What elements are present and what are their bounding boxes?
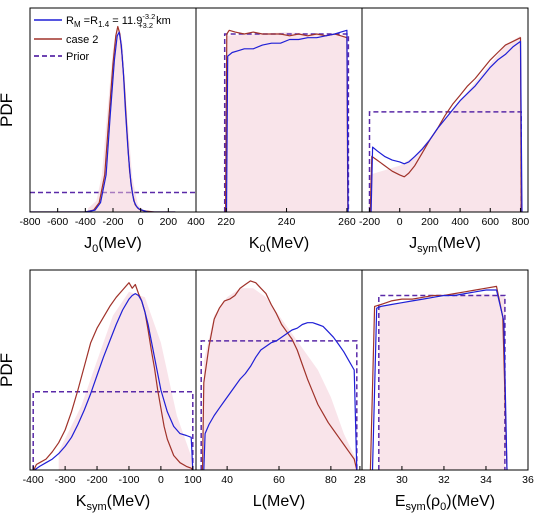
blue-curve-Jsym <box>370 40 523 212</box>
xlabel-Esym: Esym(ρ0)(MeV) <box>395 493 495 513</box>
panel-K0: 220 240 260 K0(MeV) <box>195 7 363 255</box>
credible-band-K0 <box>226 32 347 212</box>
panel-J0: -800 -600 -400 -200 0 200 400 J0(MeV) PDF <box>0 7 205 255</box>
legend-blue-post: km <box>153 15 171 27</box>
xtick-label-J0-5: 200 <box>160 216 178 228</box>
blue-curve-Esym <box>371 289 508 470</box>
xtick-label-K0-0: 220 <box>217 216 235 228</box>
xtick-label-Jsym-2: 200 <box>421 216 439 228</box>
red-curve-J0 <box>30 25 176 212</box>
xtick-label-Jsym-3: 400 <box>451 216 469 228</box>
xtick-label-Ksym-5: 100 <box>184 474 202 486</box>
legend-blue-mid: =R <box>81 15 98 27</box>
xtick-label-Jsym-0: -200 <box>359 216 380 228</box>
xlabel-J0: J0(MeV) <box>84 235 142 255</box>
xtick-label-Jsym-4: 600 <box>482 216 500 228</box>
xtick-label-Ksym-3: -100 <box>118 474 139 486</box>
panel-frame-Esym <box>361 269 529 471</box>
legend-blue-pre-sub: M <box>74 20 81 29</box>
plot-area-Jsym <box>368 35 523 212</box>
prior-line-L <box>200 340 358 470</box>
red-curve-Ksym <box>33 282 194 470</box>
legend-label-prior: Prior <box>66 51 90 63</box>
xtick-label-J0-3: -200 <box>102 216 123 228</box>
blue-curve-Ksym <box>34 293 194 470</box>
xtick-label-L-1: 60 <box>273 474 285 486</box>
panel-L: 40 60 80 L(MeV) <box>195 269 363 510</box>
xtick-label-Esym-3: 34 <box>480 474 492 486</box>
panel-Ksym: -400 -300 -200 -100 0 100 Ksym(MeV) PDF <box>0 269 202 513</box>
plot-area-K0 <box>223 29 350 212</box>
credible-band-Jsym <box>369 35 521 212</box>
xtick-label-Ksym-2: -200 <box>87 474 108 486</box>
plot-area-Ksym <box>32 282 194 470</box>
credible-band-Esym <box>378 293 505 470</box>
xtick-label-Esym-4: 36 <box>522 474 534 486</box>
xlabel-K0: K0(MeV) <box>249 235 309 255</box>
xtick-label-Esym-0: 28 <box>354 474 366 486</box>
xlabel-L: L(MeV) <box>253 493 305 510</box>
credible-band-Ksym <box>58 291 193 470</box>
xtick-label-Ksym-4: 0 <box>158 474 164 486</box>
xlabel-Jsym: Jsym(MeV) <box>409 235 481 255</box>
xtick-label-K0-1: 240 <box>278 216 296 228</box>
legend-blue-mid-sub: 1.4 <box>98 20 110 29</box>
legend-blue-sup: -3.2 <box>142 12 155 21</box>
xtick-label-Esym-2: 32 <box>438 474 450 486</box>
xtick-label-Esym-1: 30 <box>396 474 408 486</box>
blue-curve-K0 <box>225 29 349 212</box>
xtick-label-J0-6: 400 <box>187 216 205 228</box>
legend: RM =R1.4 = 11.9-3.2 +3.2 km case 2 Prior <box>34 12 171 63</box>
plot-area-J0 <box>30 25 196 212</box>
xtick-label-J0-1: -600 <box>47 216 68 228</box>
xlabel-Ksym: Ksym(MeV) <box>76 493 150 513</box>
prior-line-K0 <box>223 33 350 212</box>
panel-frame-Jsym <box>361 7 529 213</box>
legend-blue-sub: +3.2 <box>138 21 153 30</box>
red-curve-L <box>201 280 358 470</box>
blue-curve-L <box>203 322 358 470</box>
xtick-label-Jsym-5: 800 <box>512 216 530 228</box>
credible-band-L <box>203 288 357 470</box>
prior-line-Ksym <box>32 391 194 470</box>
xtick-label-L-2: 80 <box>325 474 337 486</box>
legend-label-blue: RM =R1.4 = 11.9-3.2 +3.2 km <box>66 12 171 30</box>
credible-band-J0 <box>88 26 149 212</box>
xtick-label-Ksym-1: -300 <box>55 474 76 486</box>
red-curve-Esym <box>369 285 508 470</box>
legend-label-red: case 2 <box>66 34 98 46</box>
panel-Jsym: -200 0 200 400 600 800 Jsym(MeV) <box>359 7 530 255</box>
xtick-label-L-0: 40 <box>221 474 233 486</box>
ylabel-Ksym: PDF <box>0 353 16 387</box>
blue-curve-J0 <box>30 31 176 212</box>
xtick-label-K0-2: 260 <box>338 216 356 228</box>
ylabel-J0: PDF <box>0 93 16 127</box>
xtick-label-Jsym-1: 0 <box>397 216 403 228</box>
legend-blue-eq: = 11.9 <box>109 15 142 27</box>
xtick-label-J0-4: 0 <box>138 216 144 228</box>
panel-Esym: 28 30 32 34 36 Esym(ρ0)(MeV) <box>354 269 534 513</box>
red-curve-Jsym <box>369 37 522 212</box>
prior-line-Jsym <box>368 111 522 212</box>
xtick-label-Ksym-0: -400 <box>23 474 44 486</box>
plot-area-L <box>200 280 358 470</box>
xtick-label-J0-2: -400 <box>75 216 96 228</box>
plot-area-Esym <box>369 285 508 470</box>
xtick-label-J0-0: -800 <box>19 216 40 228</box>
legend-blue-pre: R <box>66 15 74 27</box>
